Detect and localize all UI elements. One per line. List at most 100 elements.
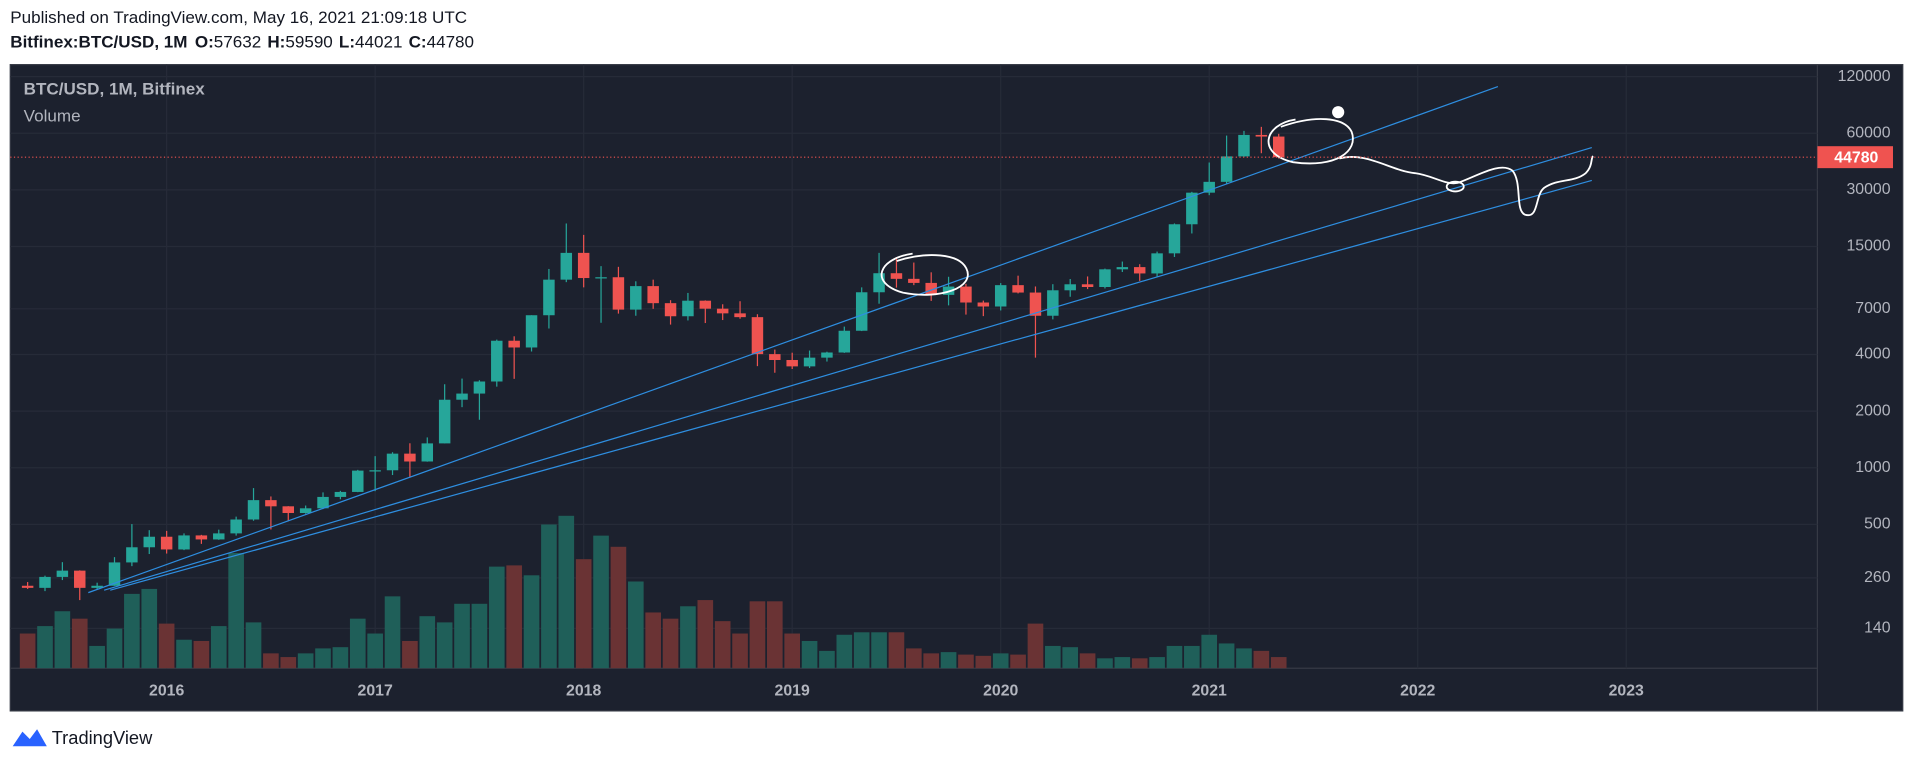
candle-body <box>213 533 225 540</box>
brand: TradingView <box>12 727 153 748</box>
volume-bar <box>541 524 557 669</box>
candle-body <box>1029 292 1042 316</box>
volume-bar <box>940 652 957 669</box>
candle-body <box>473 381 486 394</box>
candle-body <box>1151 253 1163 274</box>
candle-body <box>821 352 833 358</box>
x-tick-label: 2018 <box>566 683 601 700</box>
volume-bar <box>1045 645 1061 669</box>
candle-body <box>1255 134 1268 137</box>
volume-bar <box>1131 658 1148 669</box>
candle-body <box>873 273 885 293</box>
candle-body <box>438 399 451 444</box>
y-tick-label: 4000 <box>1855 346 1890 363</box>
candle-body <box>699 300 712 309</box>
trend-line <box>88 86 1499 594</box>
y-tick-label: 260 <box>1864 569 1891 586</box>
last-price-tag <box>1817 146 1893 169</box>
y-tick-label: 140 <box>1864 620 1891 637</box>
candle-body <box>1116 267 1129 270</box>
candle-body <box>1064 284 1076 291</box>
volume-bar <box>836 634 853 669</box>
candle-body <box>421 443 434 462</box>
candle-body <box>21 585 34 588</box>
candle-body <box>612 277 625 310</box>
candle-body <box>1272 136 1285 158</box>
y-tick-label: 15000 <box>1846 238 1890 255</box>
volume-bar <box>523 575 540 669</box>
volume-bar <box>54 611 71 669</box>
candle-body <box>751 317 764 355</box>
candle-body <box>160 536 173 550</box>
candle-body <box>334 491 347 497</box>
volume-bar <box>1114 657 1131 669</box>
candle-body <box>1238 134 1250 157</box>
x-tick-label: 2016 <box>149 683 184 700</box>
volume-bar <box>1253 650 1270 669</box>
volume-layer <box>19 515 1287 669</box>
ohlc-label: H: <box>267 32 285 51</box>
circle-annotation <box>1267 118 1354 165</box>
x-tick-label: 2022 <box>1400 683 1435 700</box>
volume-bar <box>367 633 383 669</box>
volume-bar <box>558 515 575 669</box>
candle-body <box>855 292 868 331</box>
volume-bar <box>801 640 818 669</box>
candle-body <box>577 252 590 279</box>
volume-bar <box>124 593 140 669</box>
candle-body <box>230 519 242 534</box>
candle-body <box>282 506 295 513</box>
circle-annotation <box>1445 180 1465 193</box>
last-price-label: 44780 <box>1834 150 1878 167</box>
volume-bar <box>593 535 609 669</box>
volume-bar <box>662 618 679 669</box>
volume-bar <box>923 653 940 669</box>
grid <box>10 64 1818 669</box>
candle-body <box>1186 192 1198 225</box>
volume-bar <box>436 622 453 669</box>
volume-bar <box>766 601 783 669</box>
volume-bar <box>193 640 210 669</box>
candle-body <box>1081 284 1094 288</box>
candle-body <box>456 393 468 400</box>
candle-body <box>1220 156 1233 182</box>
candle-body <box>1133 267 1146 274</box>
candle-body <box>491 340 503 382</box>
published-line: Published on TradingView.com, May 16, 20… <box>10 8 467 27</box>
candle-body <box>91 585 103 588</box>
candle-body <box>143 536 155 548</box>
volume-bar <box>871 632 887 669</box>
trend-line <box>103 146 1592 591</box>
candle-body <box>508 340 520 348</box>
volume-bar <box>488 566 505 669</box>
candle-body <box>265 500 277 507</box>
volume-bar <box>627 581 644 669</box>
legend-price: BTC/USD, 1M, Bitfinex <box>24 80 206 99</box>
marker-dot <box>1332 106 1345 119</box>
ohlc-label: O: <box>195 32 214 51</box>
volume-bar <box>784 633 801 669</box>
volume-bar <box>714 621 731 669</box>
volume-bar <box>228 552 244 669</box>
volume-bar <box>315 648 331 669</box>
symbol-line: Bitfinex:BTC/USD, 1M O:57632 H:59590 L:4402… <box>10 32 474 51</box>
candle-body <box>108 562 121 586</box>
brand-name: TradingView <box>52 727 153 748</box>
candle-body <box>126 547 138 563</box>
brand-logo <box>12 729 47 747</box>
volume-bar <box>176 639 192 669</box>
candle-body <box>786 360 798 367</box>
volume-bar <box>975 655 992 669</box>
axes: 140 260 500 1000 2000 4000 7000 15000 30000 60000… <box>10 68 1893 700</box>
candle-body <box>247 500 260 520</box>
volume-bar <box>71 618 88 669</box>
candle-body <box>977 302 990 307</box>
volume-bar <box>384 596 401 669</box>
candle-body <box>994 285 1007 307</box>
volume-bar <box>749 601 766 669</box>
volume-bar <box>732 633 748 669</box>
candle-body <box>56 570 69 577</box>
trend-lines <box>88 86 1592 594</box>
x-tick-label: 2020 <box>983 683 1018 700</box>
